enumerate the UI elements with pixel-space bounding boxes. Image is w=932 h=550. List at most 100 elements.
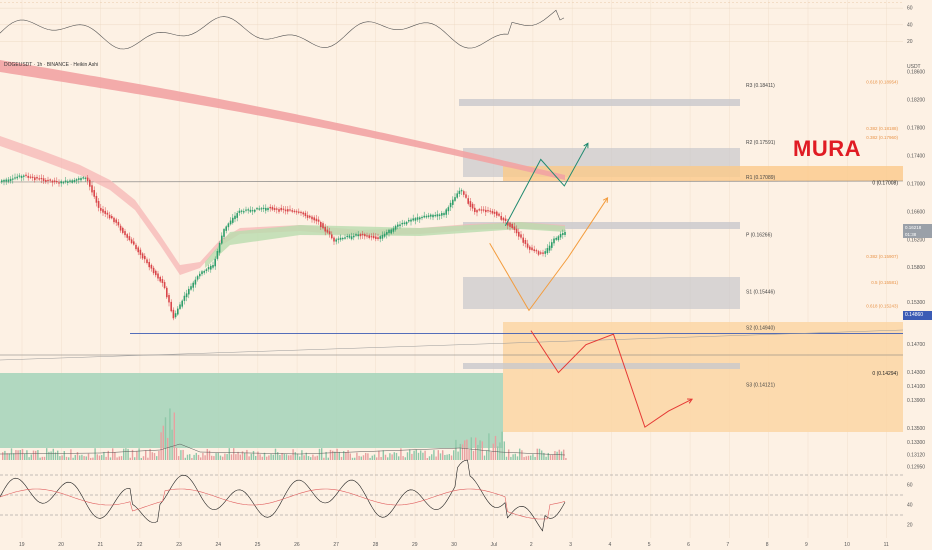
candle-body bbox=[273, 208, 276, 211]
x-tick: 7 bbox=[726, 542, 729, 548]
volume-bar bbox=[446, 454, 448, 460]
volume-bar bbox=[24, 453, 26, 460]
volume-bar bbox=[389, 453, 391, 460]
candle-body bbox=[548, 245, 551, 251]
candle-body bbox=[84, 177, 87, 179]
volume-bar bbox=[435, 456, 437, 460]
candle-body bbox=[331, 234, 333, 239]
candle-body bbox=[232, 217, 234, 223]
volume-bar bbox=[98, 455, 101, 460]
volume-bar bbox=[288, 455, 290, 460]
volume-bar bbox=[94, 448, 96, 460]
candle-body bbox=[203, 271, 205, 273]
volume-bar bbox=[68, 457, 70, 460]
volume-bar bbox=[497, 446, 499, 460]
volume-bar bbox=[208, 450, 211, 460]
volume-bar bbox=[457, 451, 459, 460]
candle-body bbox=[102, 209, 104, 213]
candle-body bbox=[480, 209, 483, 211]
candle-body bbox=[379, 236, 381, 239]
candle-body bbox=[229, 220, 232, 225]
candle-body bbox=[174, 313, 177, 318]
volume-bar bbox=[426, 457, 428, 460]
volume-bar bbox=[483, 455, 486, 460]
candle-body bbox=[150, 264, 153, 269]
candle-body bbox=[410, 219, 412, 222]
fib-label: 0.618 (0.15243) bbox=[866, 304, 898, 309]
volume-bar bbox=[490, 451, 492, 460]
volume-bar bbox=[235, 454, 237, 460]
volume-bar bbox=[334, 451, 336, 460]
candle-body bbox=[192, 282, 194, 288]
candle-body bbox=[227, 223, 230, 228]
candle-body bbox=[474, 207, 476, 212]
candle-body bbox=[130, 239, 133, 244]
volume-bar bbox=[307, 456, 310, 460]
candle-body bbox=[60, 181, 62, 184]
rsi-signal bbox=[0, 488, 566, 520]
volume-bar bbox=[382, 450, 384, 460]
volume-bar bbox=[292, 449, 294, 460]
volume-bar bbox=[125, 448, 127, 460]
volume-bar bbox=[360, 456, 362, 460]
candle-body bbox=[540, 252, 542, 254]
rsi-line bbox=[0, 459, 566, 532]
volume-bar bbox=[345, 452, 347, 460]
candle-body bbox=[113, 217, 115, 223]
price-tick: 0.16200 bbox=[907, 237, 925, 243]
price-tick: 0.13900 bbox=[907, 398, 925, 404]
volume-bar bbox=[310, 457, 312, 460]
candle-body bbox=[412, 218, 414, 221]
candle-body bbox=[234, 215, 236, 220]
candle-body bbox=[135, 244, 137, 250]
volume-bar bbox=[59, 456, 61, 460]
volume-bar bbox=[325, 451, 327, 460]
volume-bar bbox=[461, 444, 464, 460]
fib-label: 0 (0.17008) bbox=[872, 181, 898, 187]
candle-body bbox=[388, 229, 390, 234]
candle-body bbox=[58, 182, 60, 184]
volume-bar bbox=[186, 454, 189, 460]
candle-body bbox=[401, 222, 403, 225]
candle-body bbox=[403, 222, 406, 224]
volume-bar bbox=[510, 456, 512, 460]
candle-body bbox=[287, 209, 289, 212]
x-tick: 10 bbox=[844, 542, 850, 548]
volume-bar bbox=[433, 450, 435, 460]
volume-bar bbox=[347, 450, 349, 460]
candle-body bbox=[414, 218, 417, 221]
candle-body bbox=[45, 179, 47, 182]
volume-ma bbox=[0, 443, 566, 456]
volume-bar bbox=[4, 450, 6, 460]
candle-body bbox=[258, 208, 260, 210]
candle-body bbox=[564, 231, 566, 235]
candle-body bbox=[214, 258, 216, 267]
candle-body bbox=[56, 181, 58, 183]
candle-body bbox=[249, 209, 252, 212]
volume-bar bbox=[329, 449, 332, 460]
volume-bar bbox=[21, 449, 24, 460]
volume-bar bbox=[565, 457, 567, 460]
volume-bar bbox=[13, 453, 15, 460]
projection-path bbox=[504, 143, 589, 227]
last-price-value: 0.16218 bbox=[905, 225, 922, 230]
volume-bar bbox=[508, 449, 510, 460]
volume-bar bbox=[499, 442, 501, 460]
price-tick: 0.15300 bbox=[907, 300, 925, 306]
candle-body bbox=[518, 231, 520, 237]
candle-body bbox=[359, 234, 362, 237]
volume-bar bbox=[444, 454, 446, 460]
candle-body bbox=[115, 219, 117, 223]
volume-bar bbox=[332, 450, 334, 460]
volume-bar bbox=[131, 449, 134, 460]
candle-body bbox=[62, 182, 65, 184]
volume-bar bbox=[83, 456, 85, 460]
volume-bar bbox=[356, 452, 358, 460]
candle-body bbox=[372, 235, 375, 239]
x-tick: Jul bbox=[491, 542, 497, 548]
candle-body bbox=[20, 175, 23, 178]
candle-body bbox=[280, 207, 282, 211]
candle-body bbox=[23, 175, 25, 177]
candle-body bbox=[31, 176, 34, 178]
